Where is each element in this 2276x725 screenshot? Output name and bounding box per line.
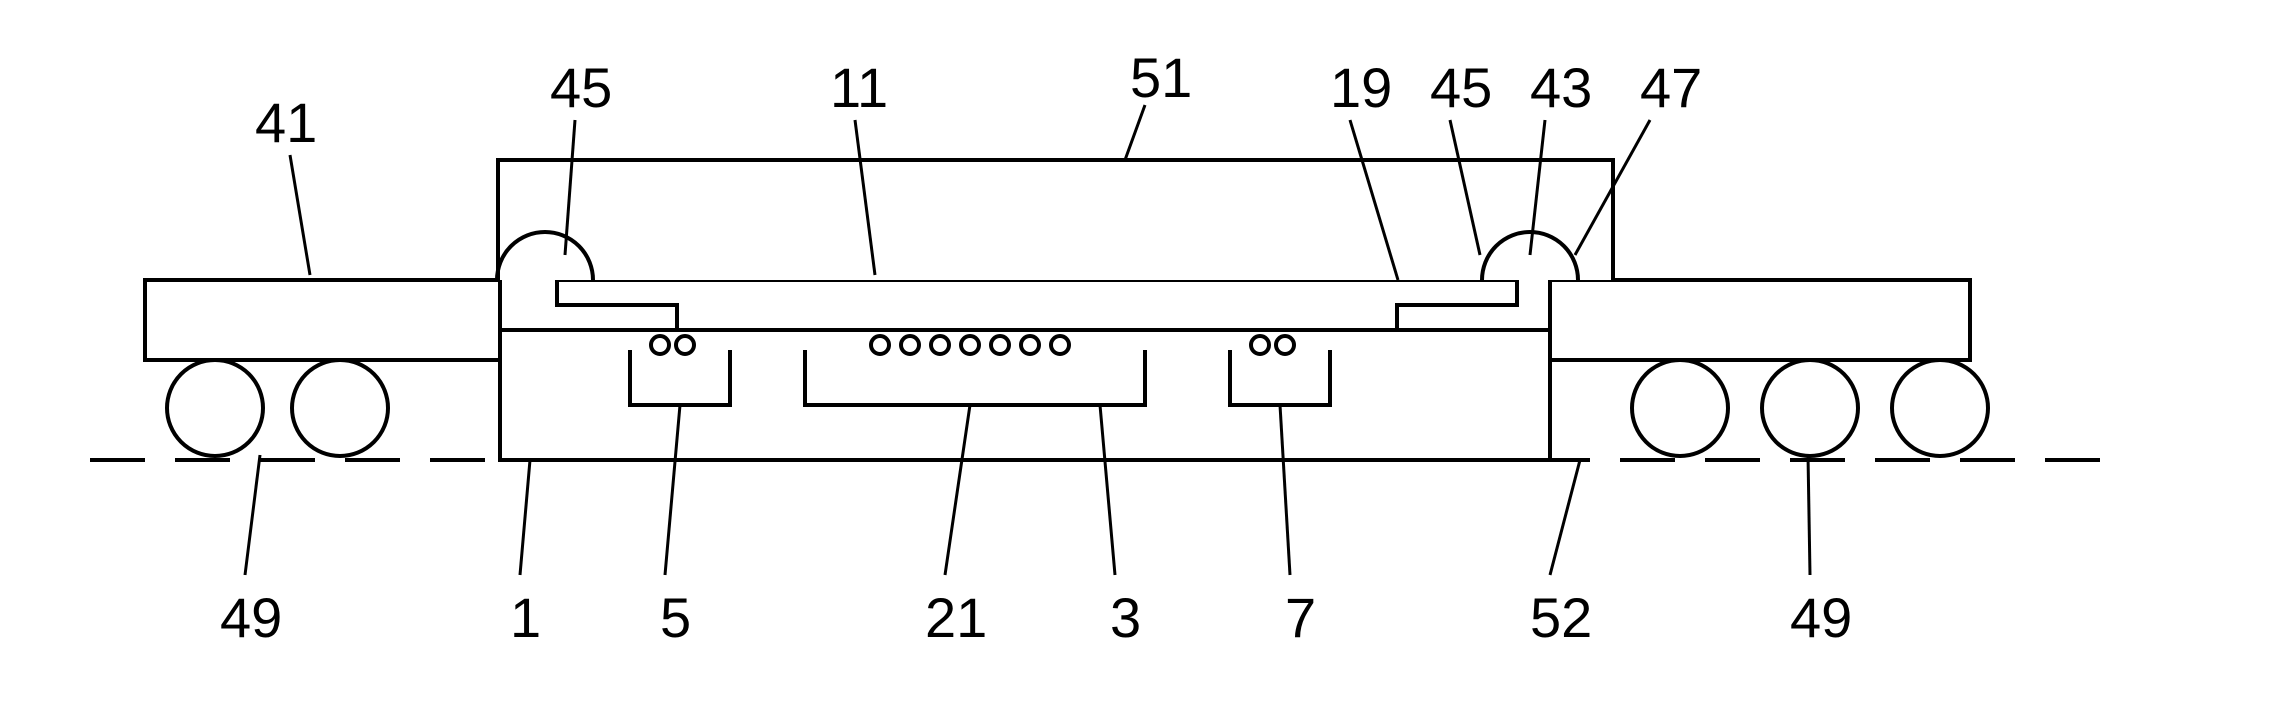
ref-label-41: 41 xyxy=(255,90,317,155)
ref-label-51: 51 xyxy=(1130,45,1192,110)
ref-label-45_right: 45 xyxy=(1430,55,1492,120)
ref-label-49_right: 49 xyxy=(1790,585,1852,650)
ref-label-47: 47 xyxy=(1640,55,1702,120)
ref-label-43: 43 xyxy=(1530,55,1592,120)
ref-label-11: 11 xyxy=(830,55,888,120)
ref-label-1: 1 xyxy=(510,585,541,650)
ref-label-3: 3 xyxy=(1110,585,1141,650)
ref-label-45_left: 45 xyxy=(550,55,612,120)
ref-label-49_left: 49 xyxy=(220,585,282,650)
ref-label-7: 7 xyxy=(1285,585,1316,650)
ref-label-5: 5 xyxy=(660,585,691,650)
ref-label-21: 21 xyxy=(925,585,987,650)
ref-label-19: 19 xyxy=(1330,55,1392,120)
ref-label-52: 52 xyxy=(1530,585,1592,650)
